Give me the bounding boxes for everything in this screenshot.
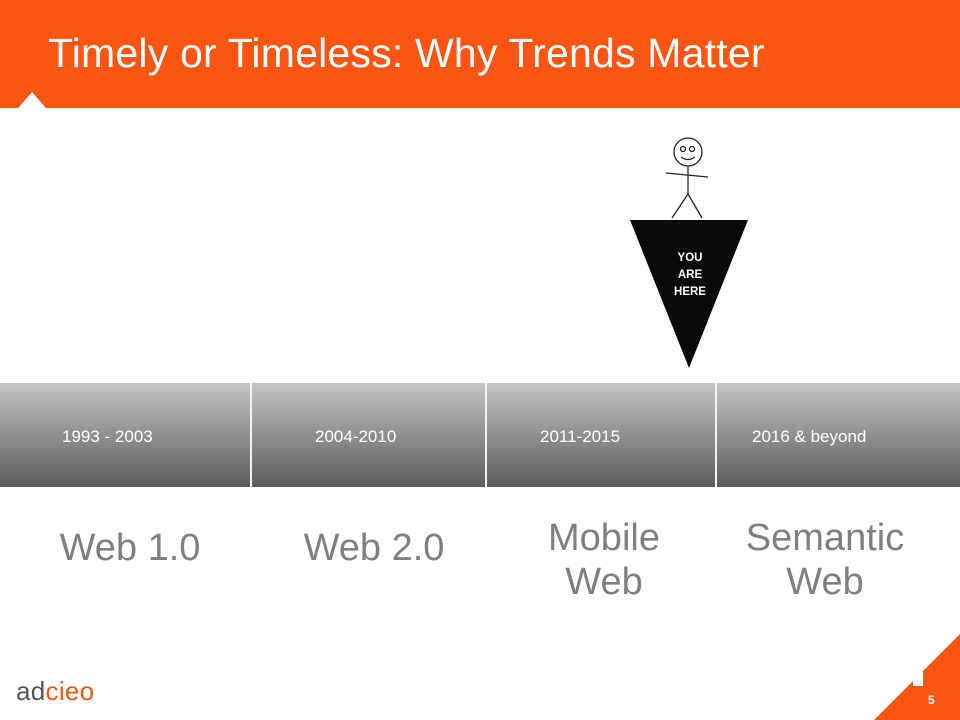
corner-notch xyxy=(913,672,923,686)
timeline-divider xyxy=(715,383,717,487)
timeline-divider xyxy=(485,383,487,487)
era-web-2: Web 2.0 xyxy=(303,527,445,569)
company-logo: adcieo xyxy=(16,676,94,707)
timeline-divider xyxy=(250,383,252,487)
era-mobile-web: Mobile Web xyxy=(548,517,660,603)
era-web-1: Web 1.0 xyxy=(59,527,201,569)
you-are-here-marker: YOU ARE HERE xyxy=(620,128,760,378)
period-2016-beyond: 2016 & beyond xyxy=(752,427,867,446)
period-2004-2010: 2004-2010 xyxy=(315,427,397,446)
title-bar-notch xyxy=(18,92,46,108)
you-are-here-arrow xyxy=(630,220,748,368)
page-number: 5 xyxy=(928,693,935,707)
timeline-bar: 1993 - 2003 2004-2010 2011-2015 2016 & b… xyxy=(0,383,960,487)
stick-figure-icon xyxy=(630,137,748,368)
period-2011-2015: 2011-2015 xyxy=(540,427,621,446)
era-semantic-web: Semantic Web xyxy=(745,517,905,603)
you-are-here-label: YOU ARE HERE xyxy=(674,252,706,298)
title-bar: Timely or Timeless: Why Trends Matter xyxy=(0,0,960,108)
logo-text-b: cieo xyxy=(45,676,95,706)
page-title: Timely or Timeless: Why Trends Matter xyxy=(48,30,765,76)
logo-text-a: ad xyxy=(16,676,46,706)
period-1993-2003: 1993 - 2003 xyxy=(62,427,153,446)
